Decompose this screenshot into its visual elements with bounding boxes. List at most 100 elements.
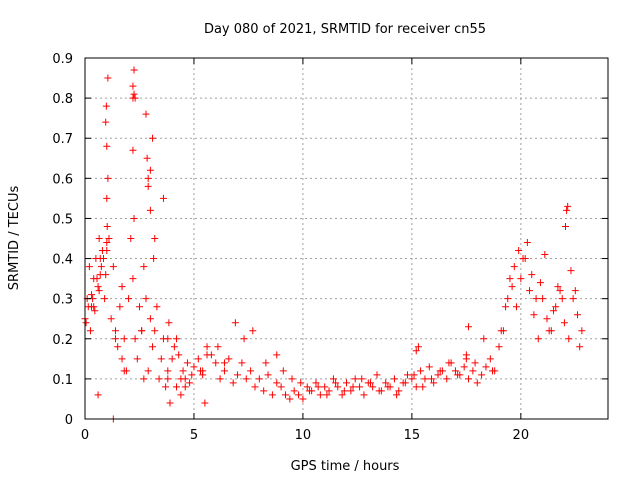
data-point [295,391,303,399]
data-point [419,383,427,391]
data-point [506,275,514,283]
data-point [465,375,473,383]
data-point [103,222,111,230]
data-point [231,319,239,327]
data-point [173,335,181,343]
data-point [225,355,233,363]
data-point [85,263,93,271]
data-point [565,335,573,343]
data-point [102,271,110,279]
data-point [114,343,122,351]
data-point [196,367,204,375]
plot-frame [84,57,609,420]
data-point [567,267,575,275]
data-points [81,66,586,423]
data-point [465,323,473,331]
data-point [338,391,346,399]
data-point [112,327,120,335]
data-point [130,90,138,98]
data-point [102,102,110,110]
data-point [297,379,305,387]
data-point [164,335,172,343]
data-point [264,371,272,379]
data-point [325,387,333,395]
data-point [142,110,150,118]
data-point [104,74,112,82]
data-point [149,134,157,142]
data-point [434,371,442,379]
data-point [526,287,534,295]
y-tick-label: 0.3 [52,293,73,308]
data-point [183,359,191,367]
data-point [445,359,453,367]
data-point [273,351,281,359]
data-point [103,194,111,202]
data-point [157,355,165,363]
data-point [107,315,115,323]
data-point [321,383,329,391]
data-point [201,399,209,407]
data-point [412,383,420,391]
axis-ticks [84,57,608,420]
data-point [155,375,163,383]
data-point [203,343,211,351]
data-point [473,379,481,387]
data-point [410,371,418,379]
data-point [573,311,581,319]
data-point [151,327,159,335]
data-point [564,202,572,210]
data-point [260,387,268,395]
x-tick-label: 15 [404,428,421,443]
data-point [382,379,390,387]
data-point [150,255,158,263]
x-axis-title: GPS time / hours [291,459,400,474]
data-point [127,235,135,242]
data-point [175,351,183,359]
data-point [286,395,294,403]
data-point [390,375,398,383]
data-point [186,379,194,387]
data-point [451,367,459,375]
data-point [340,387,348,395]
data-point [146,206,154,214]
data-point [523,239,531,247]
data-point [404,371,412,379]
data-point [460,363,468,371]
data-point [576,343,584,351]
data-point [220,367,228,375]
y-tick-label: 0.7 [52,132,73,147]
data-point [401,379,409,387]
data-point [528,271,536,279]
data-point [305,387,313,395]
data-point [93,275,101,283]
data-point [112,335,120,343]
data-point [255,375,263,383]
data-point [262,359,270,367]
data-point [504,295,512,303]
data-point [482,363,490,371]
data-point [177,391,185,399]
data-point [334,383,342,391]
data-point [480,335,488,343]
data-point [369,383,377,391]
data-point [116,303,124,311]
data-point [199,371,207,379]
data-point [454,371,462,379]
data-point [164,367,172,375]
data-point [188,371,196,379]
data-point [519,255,527,263]
data-point [240,335,248,343]
data-point [562,222,570,230]
data-point [554,283,562,291]
data-point [288,375,296,383]
data-point [508,283,516,291]
data-point [279,367,287,375]
data-point [489,367,497,375]
data-point [95,287,103,295]
data-point [534,335,542,343]
data-point [96,255,104,263]
data-point [131,335,139,343]
data-point [273,379,281,387]
data-point [351,375,359,383]
data-point [530,311,538,319]
